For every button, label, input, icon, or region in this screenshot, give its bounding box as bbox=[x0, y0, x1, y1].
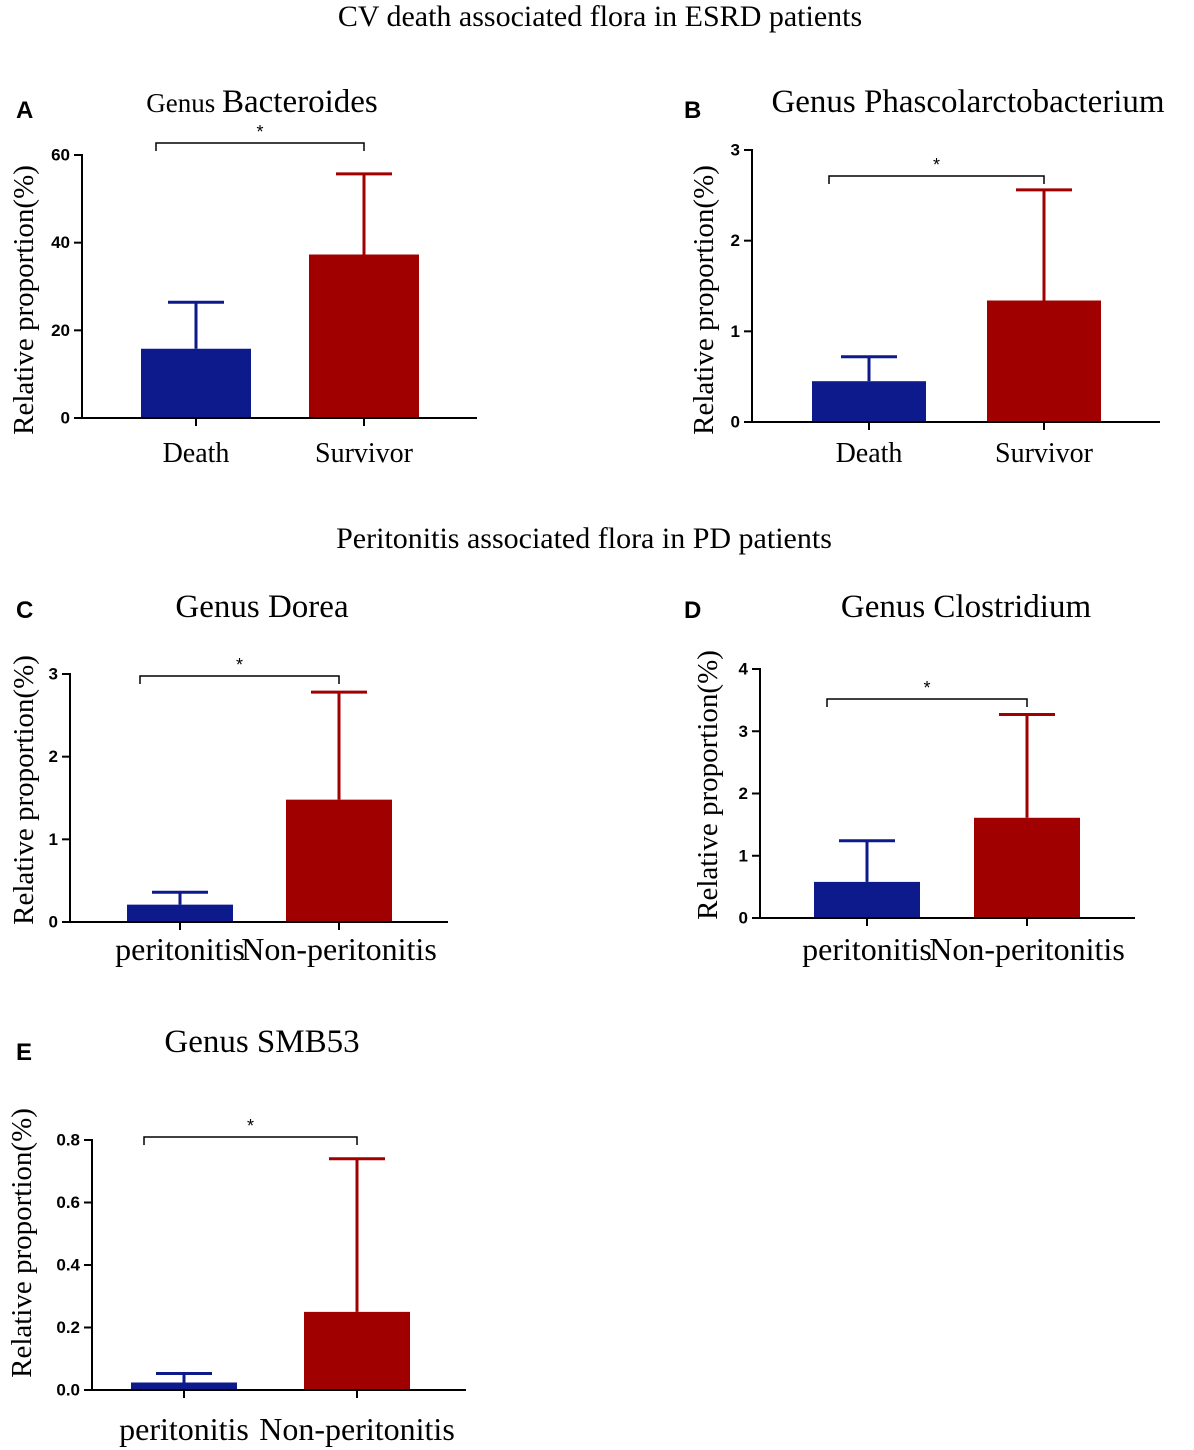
significance-marker: * bbox=[256, 122, 263, 142]
panel-label-a: A bbox=[16, 97, 33, 124]
significance-bracket bbox=[143, 1136, 358, 1145]
y-tick-label: 1 bbox=[739, 846, 748, 865]
y-tick-label: 40 bbox=[51, 233, 70, 252]
x-tick-label-non-peritonitis: Non-peritonitis bbox=[241, 931, 437, 967]
bar-survivor bbox=[309, 254, 419, 418]
x-tick-label-non-peritonitis: Non-peritonitis bbox=[929, 931, 1125, 967]
y-tick-label: 0 bbox=[49, 913, 58, 932]
chart-panel-d: D Genus Clostridium Relative proportion(%)… bbox=[684, 589, 1135, 967]
significance-bracket bbox=[139, 675, 340, 684]
y-tick-label: 3 bbox=[739, 722, 748, 741]
significance-bracket bbox=[155, 142, 365, 151]
y-tick-label: 0.4 bbox=[56, 1256, 80, 1275]
bar-non-peritonitis bbox=[974, 817, 1080, 918]
bar-non-peritonitis bbox=[304, 1311, 410, 1390]
section-title-middle: Peritonitis associated flora in PD patie… bbox=[336, 522, 832, 555]
y-tick-label: 4 bbox=[739, 660, 749, 679]
y-tick-label: 2 bbox=[731, 231, 740, 250]
y-tick-label: 3 bbox=[731, 141, 740, 160]
chart-panel-c: C Genus Dorea Relative proportion(%) 0 1 2 3 pe… bbox=[8, 589, 448, 967]
chart-title: Genus Dorea bbox=[175, 589, 349, 625]
chart-panel-b: B Genus Phascolarctobacterium Relative pro… bbox=[684, 84, 1165, 469]
chart-panel-e: E Genus SMB53 Relative proportion(%) 0.0 0.2… bbox=[6, 1024, 466, 1447]
y-tick-label: 0.6 bbox=[56, 1193, 80, 1212]
chart-title: Genus Bacteroides bbox=[146, 84, 378, 120]
x-tick-label-non-peritonitis: Non-peritonitis bbox=[259, 1411, 455, 1447]
y-tick-label: 0 bbox=[61, 409, 70, 428]
chart-panel-a: A Genus Bacteroides Relative proportion(%)… bbox=[8, 84, 477, 469]
section-title-top: CV death associated flora in ESRD patien… bbox=[338, 0, 862, 33]
significance-marker: * bbox=[933, 155, 940, 175]
y-axis-label: Relative proportion(%) bbox=[8, 165, 40, 435]
x-tick-label-peritonitis: peritonitis bbox=[802, 931, 932, 967]
bar-survivor bbox=[987, 300, 1101, 422]
y-axis-label: Relative proportion(%) bbox=[692, 650, 724, 920]
y-tick-label: 0.2 bbox=[56, 1318, 80, 1337]
panel-label-c: C bbox=[16, 597, 33, 624]
bar-peritonitis bbox=[131, 1382, 237, 1390]
bar-death bbox=[141, 348, 251, 418]
significance-marker: * bbox=[236, 655, 243, 675]
bar-peritonitis bbox=[814, 881, 920, 918]
significance-marker: * bbox=[923, 678, 930, 698]
x-tick-label-survivor: Survivor bbox=[995, 438, 1094, 469]
significance-bracket bbox=[826, 698, 1028, 707]
x-tick-label-death: Death bbox=[163, 438, 230, 469]
significance-bracket bbox=[828, 175, 1045, 184]
x-tick-label-peritonitis: peritonitis bbox=[119, 1411, 249, 1447]
chart-panels: A Genus Bacteroides Relative proportion(%)… bbox=[6, 84, 1165, 1447]
y-tick-label: 2 bbox=[49, 747, 58, 766]
x-tick-label-survivor: Survivor bbox=[315, 438, 414, 469]
panel-label-d: D bbox=[684, 597, 701, 624]
y-tick-label: 0 bbox=[731, 413, 740, 432]
y-tick-label: 3 bbox=[49, 665, 58, 684]
bar-death bbox=[812, 381, 926, 422]
y-tick-label: 60 bbox=[51, 146, 70, 165]
y-axis-label: Relative proportion(%) bbox=[8, 655, 40, 925]
y-tick-label: 2 bbox=[739, 784, 748, 803]
chart-title: Genus Phascolarctobacterium bbox=[771, 84, 1164, 120]
y-axis-label: Relative proportion(%) bbox=[688, 165, 720, 435]
y-tick-label: 1 bbox=[731, 322, 740, 341]
y-axis-label: Relative proportion(%) bbox=[6, 1108, 38, 1378]
chart-title-prefix: Genus bbox=[146, 88, 222, 118]
y-tick-label: 0 bbox=[739, 909, 748, 928]
bar-peritonitis bbox=[127, 904, 233, 922]
bar-non-peritonitis bbox=[286, 799, 392, 922]
y-tick-label: 0.8 bbox=[56, 1131, 80, 1150]
y-tick-label: 20 bbox=[51, 321, 70, 340]
panel-label-b: B bbox=[684, 97, 701, 124]
significance-marker: * bbox=[247, 1116, 254, 1136]
y-tick-label: 1 bbox=[49, 830, 58, 849]
chart-title-name: Bacteroides bbox=[222, 84, 378, 120]
x-tick-label-peritonitis: peritonitis bbox=[115, 931, 245, 967]
x-tick-label-death: Death bbox=[836, 438, 903, 469]
y-tick-label: 0.0 bbox=[56, 1381, 80, 1400]
chart-title: Genus SMB53 bbox=[164, 1024, 359, 1060]
panel-label-e: E bbox=[16, 1039, 32, 1066]
chart-title: Genus Clostridium bbox=[841, 589, 1092, 625]
